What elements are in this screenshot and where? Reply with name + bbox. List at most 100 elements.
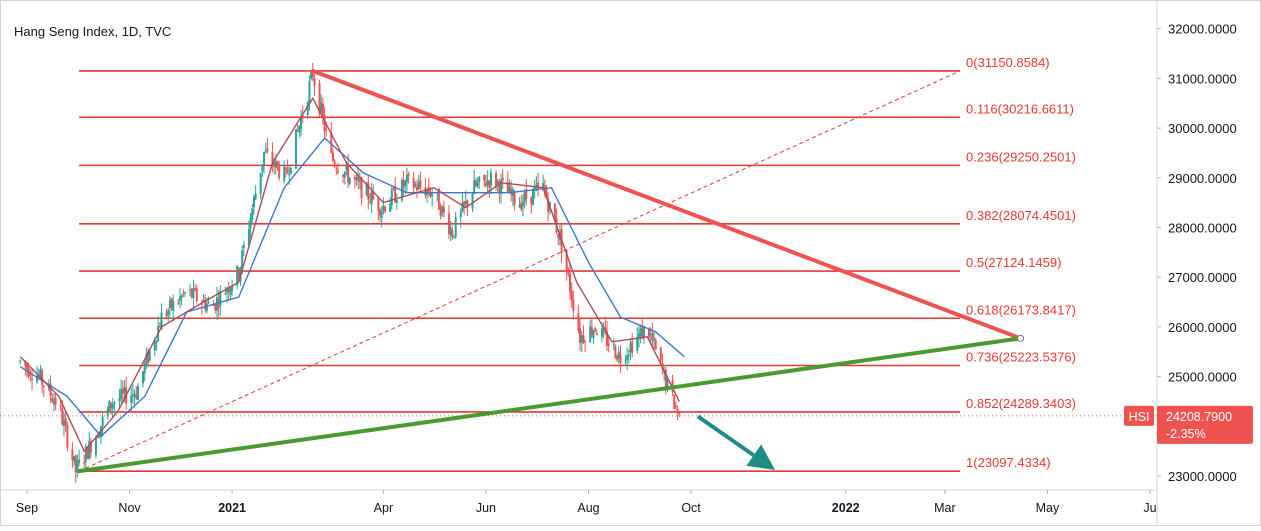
trendlines[interactable] — [77, 68, 1025, 474]
candle-body — [631, 341, 634, 353]
candle-body — [417, 182, 420, 189]
candle-body — [306, 102, 309, 116]
candle — [518, 197, 521, 208]
fibonacci-retracement[interactable]: 0(31150.8584) 0.116(30216.6611) 0.236(2925… — [78, 55, 1076, 472]
fib-trend-diagonal — [78, 70, 961, 472]
x-tick-label: Oct — [681, 501, 701, 515]
candle-body — [165, 312, 168, 317]
candle-body — [76, 461, 79, 473]
candle-body — [264, 151, 267, 153]
candle-body — [357, 176, 360, 182]
candle-body — [131, 393, 134, 396]
candle — [619, 345, 622, 373]
candle-body — [296, 130, 299, 132]
candle — [229, 286, 232, 299]
candle — [342, 174, 345, 184]
candle — [624, 355, 627, 366]
candle — [614, 344, 617, 359]
candle — [495, 170, 498, 191]
candle — [454, 212, 457, 240]
candle-body — [101, 416, 104, 427]
candle-body — [612, 343, 615, 345]
candle-body — [266, 148, 269, 152]
candle — [484, 175, 487, 188]
candle — [642, 325, 645, 344]
candle-body — [447, 213, 450, 234]
candle — [266, 138, 269, 154]
candle — [236, 265, 239, 290]
candle-body — [439, 207, 442, 217]
candle-body — [584, 341, 587, 343]
candle — [627, 349, 630, 364]
candle — [441, 204, 444, 217]
candle — [170, 297, 173, 311]
candle-body — [118, 398, 121, 402]
candle-body — [595, 333, 598, 335]
candle — [570, 282, 573, 308]
x-tick-label: May — [1036, 501, 1060, 515]
candle — [412, 171, 415, 192]
candle — [143, 361, 146, 382]
candle-body — [654, 340, 657, 349]
candle — [177, 298, 180, 305]
candle-body — [431, 193, 434, 197]
candle — [202, 293, 205, 303]
candle-body — [347, 164, 350, 183]
candle — [66, 421, 69, 452]
candle-body — [577, 313, 580, 331]
candle-body — [478, 176, 481, 183]
candle-body — [486, 180, 489, 185]
candle-body — [337, 170, 340, 173]
candle-body — [242, 245, 245, 249]
candle — [368, 193, 371, 204]
candle — [306, 100, 309, 119]
x-tick-label: Mar — [934, 501, 956, 515]
candle — [473, 169, 476, 195]
candle-body — [648, 328, 651, 338]
candle — [626, 347, 629, 371]
candle — [506, 171, 509, 193]
candle-body — [111, 403, 114, 409]
candle — [49, 375, 52, 403]
candle-body — [342, 175, 345, 177]
candle — [347, 154, 350, 189]
candle-body — [600, 328, 603, 337]
last-price-badge: HSI 24208.7900 -2.35% — [1124, 405, 1253, 444]
candle-body — [231, 285, 234, 291]
candle-body — [580, 335, 583, 344]
candle-body — [259, 172, 262, 195]
candle-body — [160, 312, 163, 330]
candle — [358, 172, 361, 190]
candle-body — [659, 347, 662, 361]
candle — [525, 178, 528, 206]
candle-body — [616, 355, 619, 360]
candle-body — [365, 184, 368, 196]
candle — [64, 410, 67, 433]
candle — [639, 324, 642, 344]
y-tick-label: 28000.0000 — [1168, 221, 1237, 236]
candle — [582, 325, 585, 345]
candle-body — [636, 337, 639, 352]
candle-body — [476, 182, 479, 187]
candle-body — [416, 186, 419, 191]
candle — [296, 124, 299, 133]
axes: 32000.0000 31000.0000 30000.0000 29000.0000… — [16, 22, 1237, 515]
candle — [108, 399, 111, 413]
candle — [182, 289, 185, 298]
candle-body — [372, 191, 375, 200]
candle — [168, 296, 171, 319]
candle — [553, 202, 556, 222]
candle-body — [429, 191, 432, 197]
candle — [214, 303, 217, 314]
fib-level-label: 1(23097.4334) — [966, 455, 1051, 470]
candle-body — [61, 407, 64, 425]
candle — [160, 303, 163, 330]
candle-body — [194, 288, 197, 291]
candle — [167, 307, 170, 322]
candle-body — [236, 266, 239, 286]
candle — [335, 165, 338, 175]
candle-body — [147, 352, 150, 363]
candle-body — [133, 394, 136, 397]
